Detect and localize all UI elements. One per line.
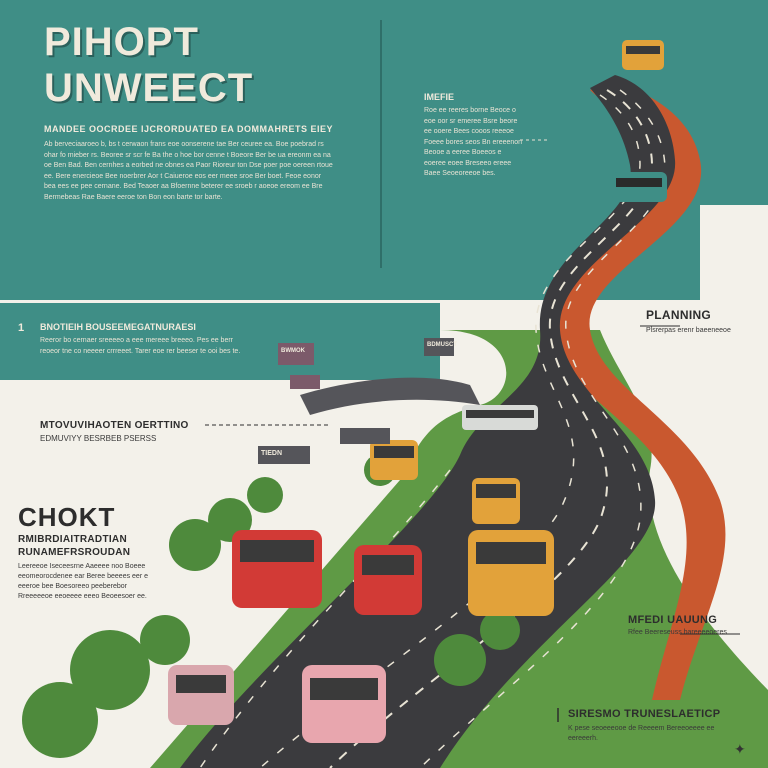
left-low-paragraph: Leereeoe Iseceesrne Aaeeee noo Boeee eeo…	[18, 563, 148, 600]
band-heading: BNOTIEIH BOUSEEMEGATNURAESI	[40, 322, 196, 332]
top-mid-heading: IMEFIE	[424, 92, 455, 102]
planning-text: Plsrerpas erenr baeeneeoe	[646, 327, 731, 334]
header-paragraph: Ab berveciaaroeo b, bs t cerwaon frans e…	[44, 141, 333, 201]
mid-right-text: Rfee Beereseuss bareeeeoeres	[628, 629, 727, 636]
left-big-title: CHOKT	[18, 502, 116, 532]
page-title: PIHOPT UNWEECT	[44, 22, 253, 108]
top-divider-line	[380, 20, 382, 268]
sign-label-3: TIEDN	[261, 450, 282, 457]
right-cream-block	[700, 205, 768, 305]
band-paragraph: Reeror bo cernaer sreeeeo a eee mereee b…	[40, 337, 241, 355]
title-line-2: UNWEECT	[44, 66, 254, 110]
left-low-heading-1: RMIBRDIAITRADTIAN	[18, 534, 127, 545]
bottom-right-title: SIRESMO TRUNESLAETICP	[568, 708, 721, 720]
sign-label-2: BDMUSCT	[427, 342, 457, 348]
bottom-right-text: K pese seoeeeooe de Reeeem Bereeoeeee ee…	[568, 725, 715, 742]
mid-right-title: MFEDI UAUUNG	[628, 614, 718, 626]
left-low-heading-2: RUNAMEFRSROUDAN	[18, 547, 131, 558]
page-subtitle: MANDEE OOCRDEE IJCRORDUATED EA DOMMAHRET…	[44, 124, 334, 134]
left-mid-heading: MTOVUVIHAOTEN OERTTINO	[40, 420, 189, 431]
sign-label-1: BWMOK	[281, 348, 305, 354]
teal-band	[0, 300, 440, 380]
left-mid-subheading: EDMUVIYY BESRBEB PSERSS	[40, 434, 157, 443]
planning-title: PLANNING	[646, 308, 712, 322]
top-mid-paragraph: Roe ee reeres borne Beoce o eoe oor sr e…	[424, 107, 523, 177]
hummingbird-icon: ✦	[734, 741, 746, 757]
band-divider	[0, 300, 440, 303]
band-number: 1	[18, 322, 25, 334]
title-line-1: PIHOPT	[44, 20, 199, 64]
